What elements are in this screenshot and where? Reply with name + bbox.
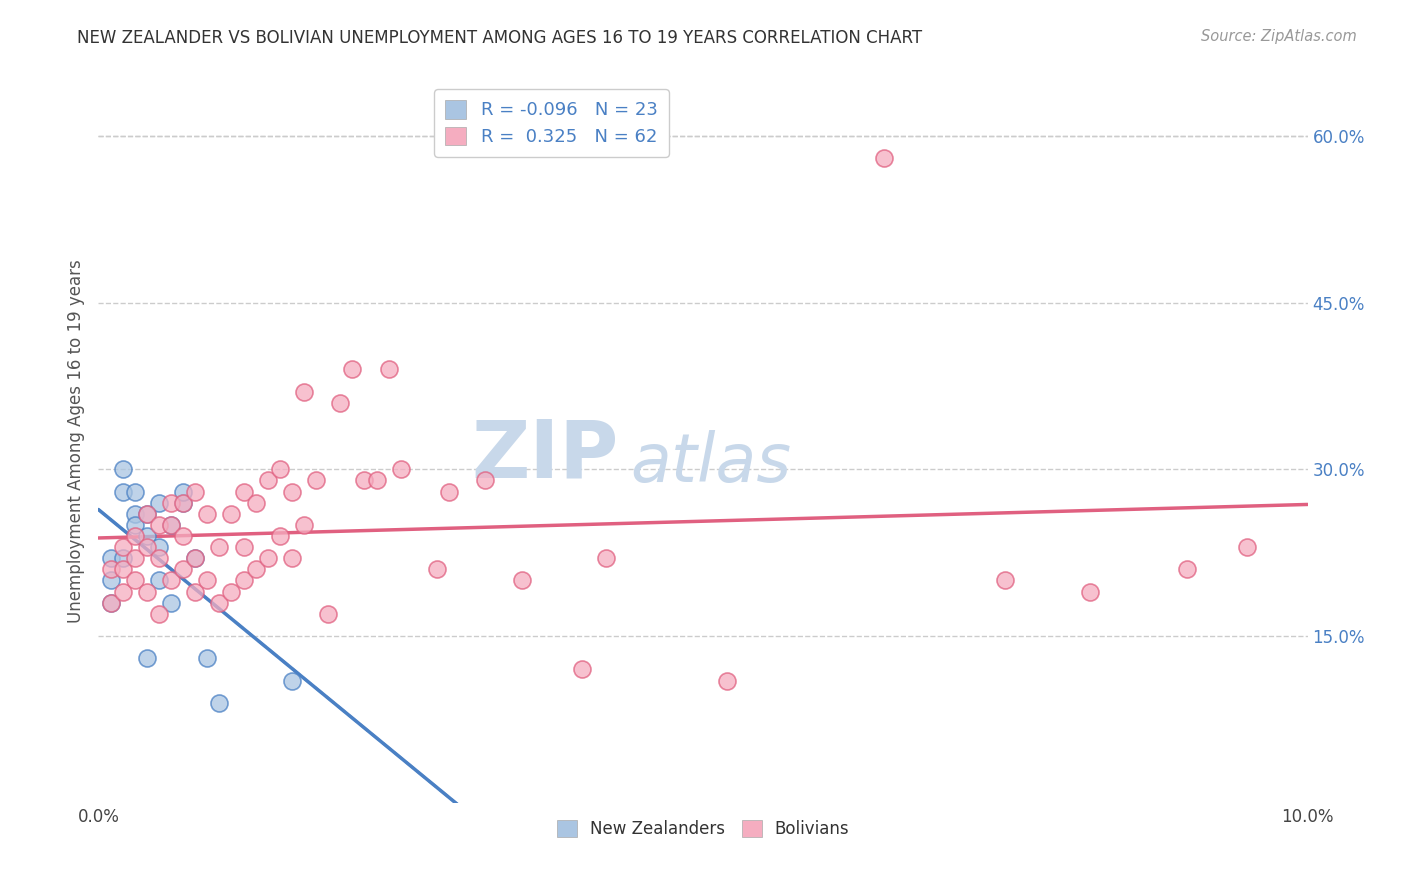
Point [184,484,207,499]
Point [148,517,170,532]
Point [111,562,134,576]
Point [208,596,231,610]
Point [208,540,231,554]
Text: Source: ZipAtlas.com: Source: ZipAtlas.com [1201,29,1357,45]
Point [124,551,146,566]
Point [111,584,134,599]
Point [184,584,207,599]
Point [135,507,157,521]
Point [571,662,593,676]
Point [232,540,254,554]
Point [426,562,449,576]
Point [269,529,291,543]
Point [474,474,496,488]
Point [100,596,122,610]
Point [245,496,267,510]
Point [135,584,157,599]
Point [124,507,146,521]
Point [510,574,533,588]
Point [100,574,122,588]
Point [100,596,122,610]
Point [292,517,315,532]
Point [111,551,134,566]
Point [1236,540,1258,554]
Point [716,673,738,688]
Point [281,551,304,566]
Point [292,384,315,399]
Point [160,517,183,532]
Point [353,474,375,488]
Point [232,574,254,588]
Point [111,540,134,554]
Point [316,607,339,621]
Point [111,484,134,499]
Point [256,551,278,566]
Point [124,529,146,543]
Point [195,507,218,521]
Point [437,484,460,499]
Point [281,484,304,499]
Point [994,574,1017,588]
Point [184,551,207,566]
Point [148,551,170,566]
Point [232,484,254,499]
Point [208,696,231,710]
Point [135,507,157,521]
Point [366,474,388,488]
Point [195,651,218,665]
Legend: New Zealanders, Bolivians: New Zealanders, Bolivians [550,814,856,845]
Point [221,507,243,521]
Point [873,151,896,165]
Point [172,496,194,510]
Point [160,496,183,510]
Point [329,395,352,409]
Point [195,574,218,588]
Point [135,651,157,665]
Point [148,574,170,588]
Point [160,596,183,610]
Text: ZIP: ZIP [471,417,619,495]
Point [148,607,170,621]
Point [172,484,194,499]
Point [135,529,157,543]
Point [256,474,278,488]
Point [148,540,170,554]
Point [281,673,304,688]
Point [172,529,194,543]
Point [221,584,243,599]
Point [377,362,399,376]
Point [305,474,328,488]
Point [135,540,157,554]
Point [148,496,170,510]
Point [595,551,617,566]
Point [124,574,146,588]
Point [160,574,183,588]
Point [172,496,194,510]
Point [124,484,146,499]
Text: NEW ZEALANDER VS BOLIVIAN UNEMPLOYMENT AMONG AGES 16 TO 19 YEARS CORRELATION CHA: NEW ZEALANDER VS BOLIVIAN UNEMPLOYMENT A… [77,29,922,47]
Point [389,462,412,476]
Point [100,551,122,566]
Point [342,362,364,376]
Point [245,562,267,576]
Text: atlas: atlas [630,430,792,496]
Point [1078,584,1101,599]
Point [184,551,207,566]
Point [124,517,146,532]
Point [111,462,134,476]
Point [1175,562,1198,576]
Point [269,462,291,476]
Point [160,517,183,532]
Point [172,562,194,576]
Y-axis label: Unemployment Among Ages 16 to 19 years: Unemployment Among Ages 16 to 19 years [66,260,84,624]
Point [100,562,122,576]
